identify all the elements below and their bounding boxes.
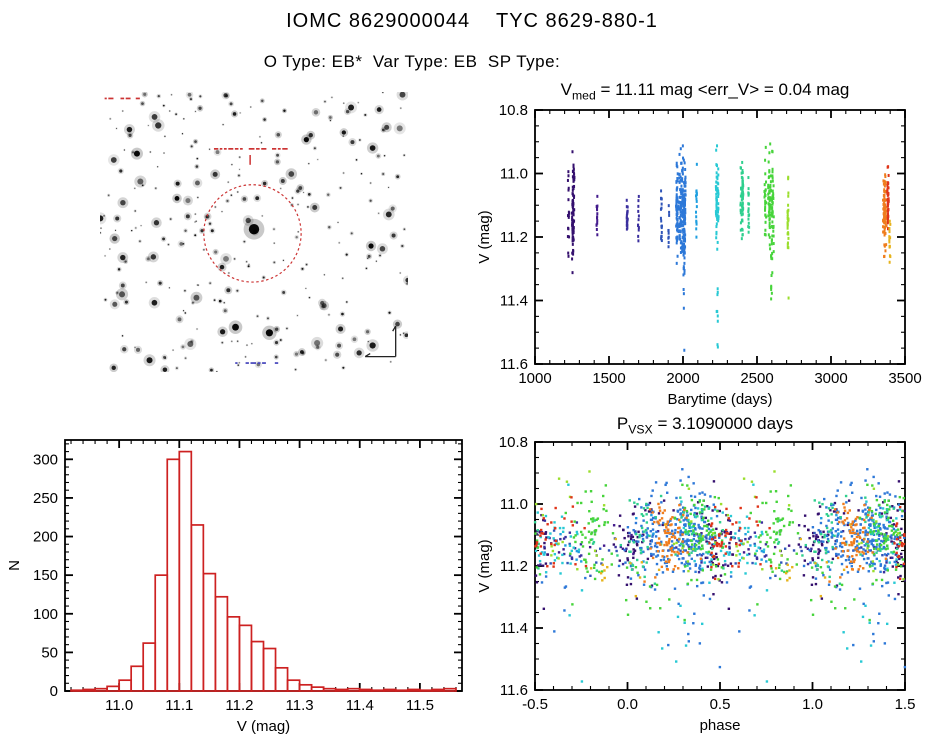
lightcurve-title-base: V bbox=[560, 80, 572, 99]
finder-chart-image bbox=[100, 92, 408, 372]
page-subtitle: O Type: EB* Var Type: EB SP Type: bbox=[263, 52, 561, 71]
lightcurve-plot bbox=[460, 98, 940, 418]
phase-title-sub: VSX bbox=[628, 422, 653, 437]
phase-title-base: P bbox=[616, 414, 629, 433]
page-title: IOMC 8629000044 TYC 8629-880-1 bbox=[286, 10, 658, 32]
phase-title-rest: = 3.1090000 days bbox=[652, 414, 794, 433]
lightcurve-title: Vmed = 11.11 mag <err_V> = 0.04 mag bbox=[470, 80, 940, 102]
phase-folded-plot bbox=[460, 434, 940, 743]
phase-plot-title: PVSX = 3.1090000 days bbox=[470, 414, 940, 436]
lightcurve-title-rest: = 11.11 mag <err_V> = 0.04 mag bbox=[595, 80, 850, 99]
magnitude-histogram-plot bbox=[8, 428, 470, 746]
